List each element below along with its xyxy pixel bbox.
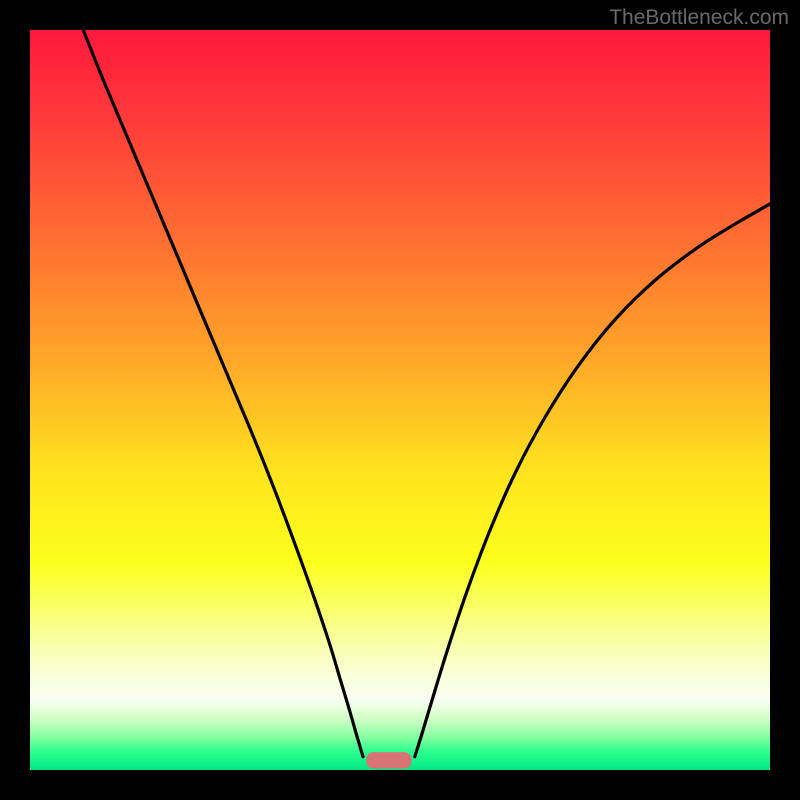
plot-area: [30, 30, 770, 770]
valley-marker: [367, 753, 411, 769]
watermark: TheBottleneck.com: [609, 6, 789, 30]
chart-svg: [30, 30, 770, 770]
gradient-background: [30, 30, 770, 770]
chart-container: TheBottleneck.com: [0, 0, 800, 800]
watermark-text: TheBottleneck.com: [609, 6, 789, 29]
